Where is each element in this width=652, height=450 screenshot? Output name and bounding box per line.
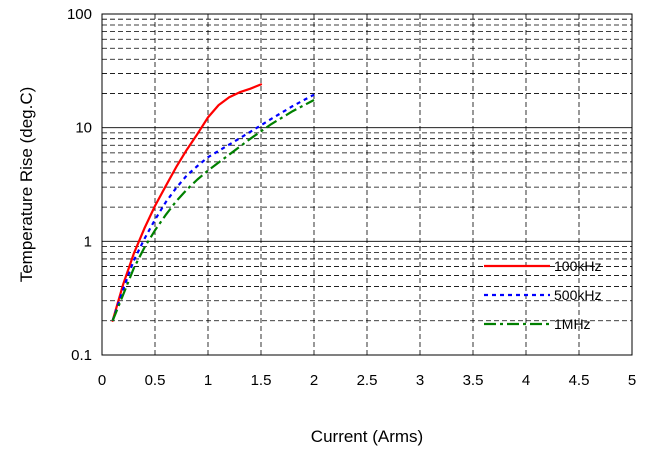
x-tick-label: 4 bbox=[522, 372, 530, 389]
plot-frame bbox=[101, 13, 633, 356]
x-tick-label: 1.5 bbox=[251, 372, 272, 389]
x-tick-label: 0.5 bbox=[145, 372, 166, 389]
legend: 100kHz 500kHz 1MHz bbox=[484, 258, 601, 332]
y-tick-labels: 0.1 1 10 100 bbox=[67, 6, 92, 364]
y-tick-label: 0.1 bbox=[71, 347, 92, 364]
x-tick-label: 1 bbox=[204, 372, 212, 389]
x-tick-label: 3 bbox=[416, 372, 424, 389]
x-axis-title: Current (Arms) bbox=[311, 427, 423, 446]
series-line-100kHz bbox=[111, 83, 263, 322]
series-line-1MHz bbox=[111, 99, 315, 322]
series-lines bbox=[111, 83, 315, 322]
x-tick-label: 2 bbox=[310, 372, 318, 389]
y-axis-title: Temperature Rise (deg.C) bbox=[17, 87, 36, 283]
x-tick-label: 5 bbox=[628, 372, 636, 389]
y-tick-label: 10 bbox=[75, 120, 92, 137]
x-tick-label: 2.5 bbox=[357, 372, 378, 389]
legend-label-100kHz: 100kHz bbox=[554, 258, 601, 274]
grid bbox=[102, 14, 632, 355]
y-tick-label: 100 bbox=[67, 6, 92, 23]
series-line-500kHz bbox=[111, 93, 315, 322]
x-tick-labels: 0 0.5 1 1.5 2 2.5 3 3.5 4 4.5 5 bbox=[98, 372, 636, 389]
legend-label-1MHz: 1MHz bbox=[554, 316, 591, 332]
y-tick-label: 1 bbox=[84, 233, 92, 250]
legend-label-500kHz: 500kHz bbox=[554, 287, 601, 303]
x-tick-label: 4.5 bbox=[569, 372, 590, 389]
x-tick-label: 3.5 bbox=[463, 372, 484, 389]
x-tick-label: 0 bbox=[98, 372, 106, 389]
